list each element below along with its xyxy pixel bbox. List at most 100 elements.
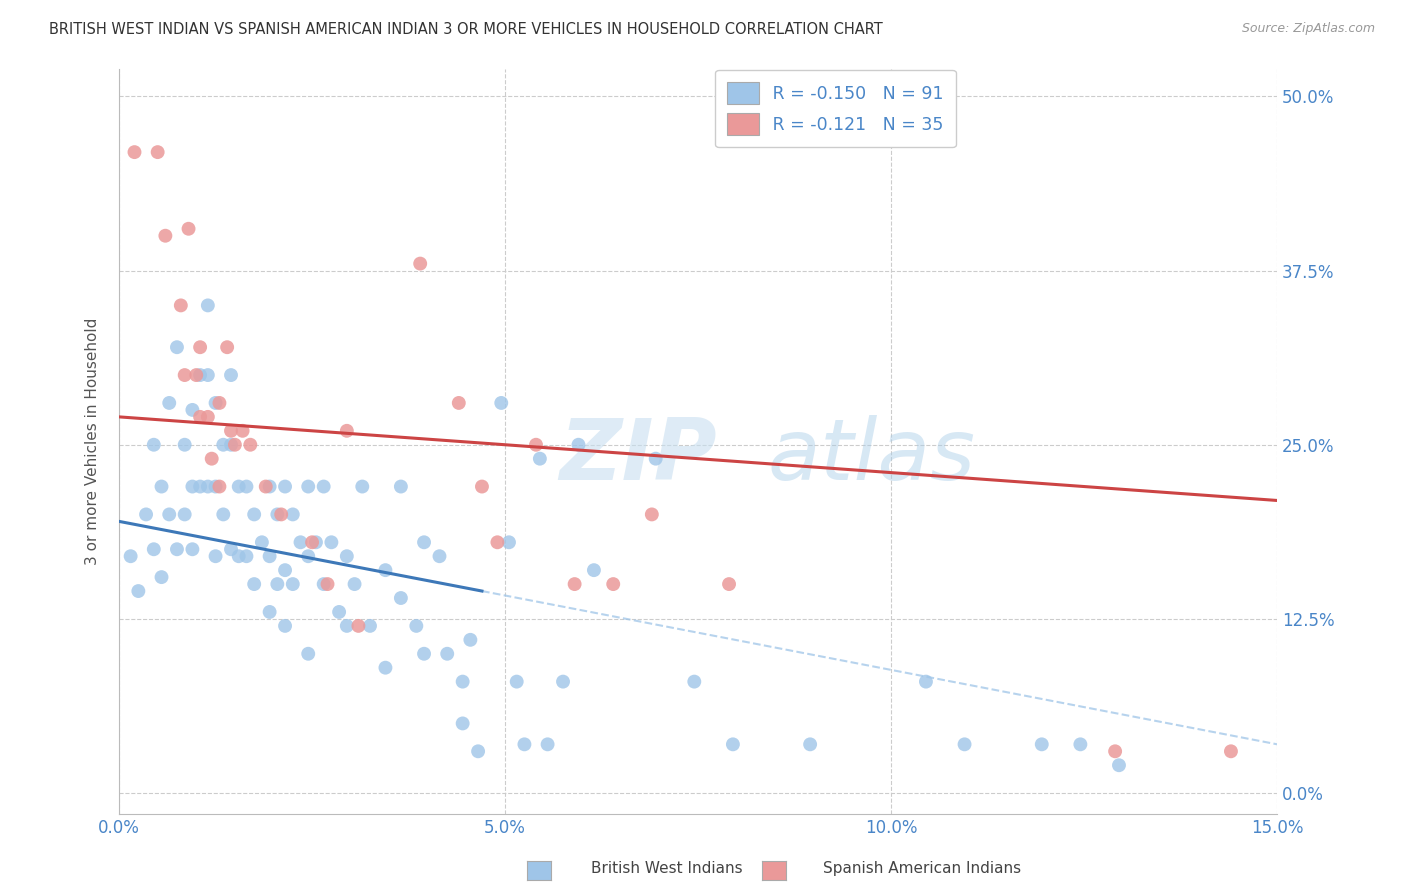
Point	[321, 535, 343, 549]
Point	[290, 535, 312, 549]
Point	[451, 674, 474, 689]
Point	[409, 257, 432, 271]
Point	[219, 368, 242, 382]
Point	[336, 619, 359, 633]
Point	[352, 479, 374, 493]
Point	[328, 605, 350, 619]
Point	[297, 549, 319, 564]
Point	[157, 508, 180, 522]
Point	[343, 577, 366, 591]
Point	[312, 479, 335, 493]
Point	[915, 674, 938, 689]
Point	[146, 145, 169, 160]
Point	[389, 479, 412, 493]
Point	[259, 479, 281, 493]
Point	[204, 396, 226, 410]
Point	[641, 508, 664, 522]
Point	[1031, 737, 1053, 751]
Point	[219, 424, 242, 438]
Point	[564, 577, 586, 591]
Point	[259, 605, 281, 619]
Point	[718, 577, 741, 591]
Point	[551, 674, 574, 689]
Y-axis label: 3 or more Vehicles in Household: 3 or more Vehicles in Household	[86, 318, 100, 565]
Point	[270, 508, 292, 522]
Point	[799, 737, 821, 751]
Point	[235, 479, 257, 493]
Point	[232, 424, 254, 438]
Point	[224, 438, 246, 452]
Point	[197, 368, 219, 382]
Point	[243, 508, 266, 522]
Point	[197, 409, 219, 424]
Point	[405, 619, 427, 633]
Point	[155, 228, 177, 243]
Point	[204, 479, 226, 493]
Point	[305, 535, 328, 549]
Point	[281, 577, 304, 591]
Point	[177, 221, 200, 235]
Point	[120, 549, 142, 564]
Point	[1104, 744, 1126, 758]
Point	[157, 396, 180, 410]
Point	[471, 479, 494, 493]
Point	[953, 737, 976, 751]
Point	[582, 563, 605, 577]
Point	[374, 563, 396, 577]
Point	[281, 508, 304, 522]
Point	[451, 716, 474, 731]
Point	[124, 145, 146, 160]
Point	[181, 479, 204, 493]
Point	[359, 619, 381, 633]
Point	[173, 508, 195, 522]
Point	[274, 479, 297, 493]
Point	[266, 577, 288, 591]
Point	[186, 368, 208, 382]
Point	[127, 584, 149, 599]
Point	[173, 368, 195, 382]
Point	[254, 479, 277, 493]
Text: Spanish American Indians: Spanish American Indians	[823, 861, 1021, 876]
Point	[173, 438, 195, 452]
Point	[217, 340, 239, 354]
Point	[228, 549, 250, 564]
Point	[266, 508, 288, 522]
Point	[506, 674, 529, 689]
Point	[150, 479, 173, 493]
Point	[312, 577, 335, 591]
Point	[181, 403, 204, 417]
Point	[1108, 758, 1130, 772]
Point	[467, 744, 489, 758]
Point	[721, 737, 744, 751]
Point	[219, 542, 242, 557]
Point	[529, 451, 551, 466]
Point	[413, 535, 436, 549]
Point	[239, 438, 262, 452]
Point	[188, 340, 211, 354]
Point	[181, 542, 204, 557]
Point	[336, 549, 359, 564]
Text: atlas: atlas	[768, 415, 976, 498]
Point	[498, 535, 520, 549]
Point	[243, 577, 266, 591]
Point	[389, 591, 412, 605]
Point	[429, 549, 451, 564]
Point	[347, 619, 370, 633]
Point	[235, 549, 257, 564]
Point	[1069, 737, 1091, 751]
Point	[602, 577, 624, 591]
Point	[208, 396, 231, 410]
Point	[567, 438, 589, 452]
Point	[491, 396, 513, 410]
Point	[204, 549, 226, 564]
Point	[228, 479, 250, 493]
Point	[447, 396, 470, 410]
Point	[188, 368, 211, 382]
Point	[683, 674, 706, 689]
Point	[259, 549, 281, 564]
Point	[336, 424, 359, 438]
Point	[197, 298, 219, 312]
Point	[142, 542, 165, 557]
Point	[413, 647, 436, 661]
Point	[170, 298, 193, 312]
